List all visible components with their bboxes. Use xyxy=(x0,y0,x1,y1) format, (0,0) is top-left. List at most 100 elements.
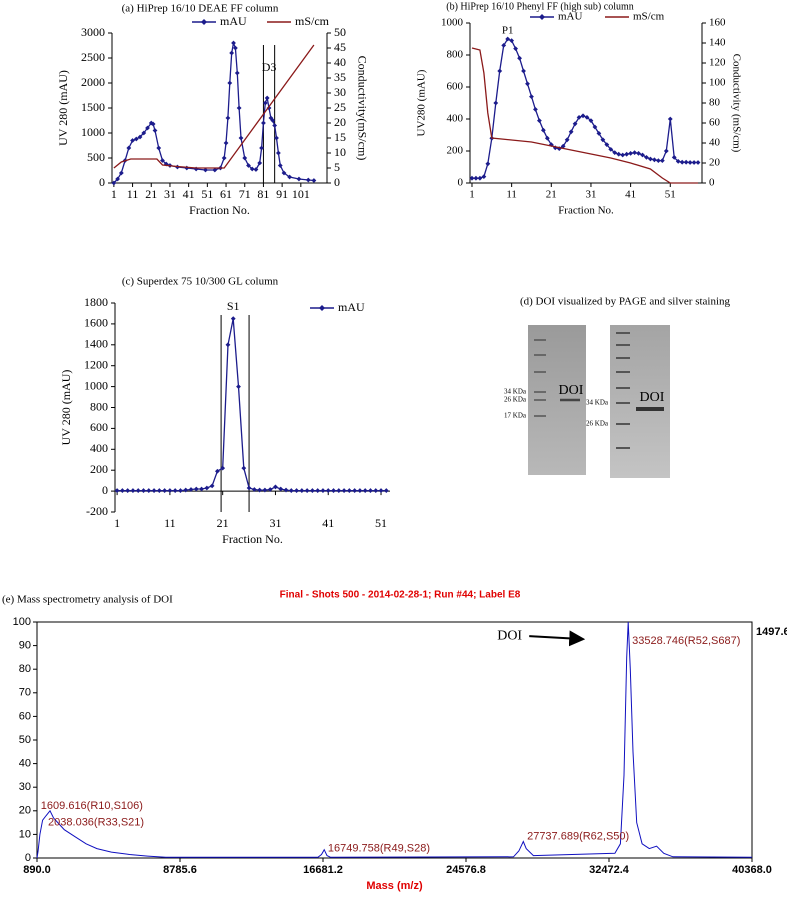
data-point xyxy=(262,487,268,493)
y-tick-label: -200 xyxy=(86,504,108,518)
data-point xyxy=(188,487,194,492)
x-tick-label: 32472.4 xyxy=(589,864,630,876)
y2-tick-label: 60 xyxy=(709,117,721,129)
max-intensity: 1497.6 xyxy=(756,626,787,638)
x-tick-label: 16681.2 xyxy=(303,864,343,876)
y-tick-label: 200 xyxy=(90,462,108,476)
chart-panel: (b) HiPrep 16/10 Phenyl FF (high sub) co… xyxy=(416,1,743,216)
data-point xyxy=(683,159,689,165)
x-tick-label: 1 xyxy=(469,189,475,201)
data-point xyxy=(659,158,665,163)
data-point xyxy=(501,43,507,48)
data-point xyxy=(253,167,259,172)
data-point xyxy=(238,135,244,141)
data-point xyxy=(368,488,373,493)
y-axis-label: UV 280 (mAU) xyxy=(59,370,73,446)
x-tick-label: 41 xyxy=(322,516,334,530)
data-point xyxy=(114,488,120,493)
data-point xyxy=(687,160,693,165)
data-point xyxy=(537,118,542,123)
data-point xyxy=(469,175,475,181)
x-tick-label: 1 xyxy=(111,187,117,201)
data-point xyxy=(305,177,311,183)
y-tick-label: 200 xyxy=(447,145,464,157)
data-point xyxy=(249,166,255,172)
data-point xyxy=(172,488,178,493)
data-point xyxy=(362,488,368,493)
left-ladder xyxy=(534,339,580,417)
data-point xyxy=(126,145,132,151)
right-ladder xyxy=(616,332,664,449)
x-axis-label: Fraction No. xyxy=(189,203,250,217)
y-tick-label: 1000 xyxy=(84,378,108,392)
y2-tick-label: 10 xyxy=(334,145,346,159)
data-point xyxy=(616,151,622,157)
data-point xyxy=(145,125,150,131)
data-point xyxy=(137,134,143,140)
data-point xyxy=(214,468,220,474)
x-tick-label: 21 xyxy=(217,516,229,530)
data-point xyxy=(167,488,173,493)
data-point xyxy=(481,174,487,179)
y2-tick-label: 80 xyxy=(709,97,721,109)
y-tick-label: 60 xyxy=(19,710,31,722)
data-point xyxy=(115,176,121,182)
y-tick-label: 80 xyxy=(19,663,31,675)
legend-label: mAU xyxy=(338,300,365,314)
y-tick-label: 3000 xyxy=(81,25,105,39)
x-tick-label: 31 xyxy=(585,189,596,201)
data-point xyxy=(667,116,673,122)
data-point xyxy=(299,488,305,493)
series-line xyxy=(113,44,315,169)
data-point xyxy=(473,175,479,181)
x-tick-label: 21 xyxy=(145,187,157,201)
chart-title: (a) HiPrep 16/10 DEAE FF column xyxy=(122,3,279,15)
y-tick-label: 10 xyxy=(19,828,31,840)
y-tick-label: 600 xyxy=(90,420,108,434)
y-tick-label: 50 xyxy=(19,734,31,746)
series-line xyxy=(471,47,698,184)
y2-tick-label: 35 xyxy=(334,70,346,84)
data-point xyxy=(241,465,247,471)
data-point xyxy=(203,167,208,173)
data-point xyxy=(199,486,204,492)
annotation: 2038.036(R33,S21) xyxy=(48,817,144,829)
data-point xyxy=(283,487,289,493)
data-point xyxy=(246,485,252,491)
data-point xyxy=(576,115,582,120)
y-tick-label: 0 xyxy=(25,852,31,864)
data-point xyxy=(592,124,598,130)
data-point xyxy=(644,155,649,160)
data-point xyxy=(675,159,681,164)
data-point xyxy=(223,140,229,146)
legend-marker xyxy=(201,19,207,25)
y-tick-label: 600 xyxy=(447,81,464,93)
gel-title: (d) DOI visualized by PAGE and silver st… xyxy=(520,296,731,308)
y2-tick-label: 45 xyxy=(334,40,346,54)
x-tick-label: 41 xyxy=(183,187,195,201)
data-point xyxy=(146,488,152,493)
x-axis-label: Mass (m/z) xyxy=(366,880,423,892)
data-point xyxy=(212,167,218,173)
annotation: P1 xyxy=(502,25,514,37)
series-line xyxy=(36,621,753,859)
series-line xyxy=(117,318,387,492)
data-point xyxy=(294,488,299,493)
annotation-arrow xyxy=(529,630,586,647)
data-point xyxy=(640,152,645,158)
y2-tick-label: 40 xyxy=(709,137,721,149)
data-point xyxy=(272,123,278,128)
data-point xyxy=(320,488,326,493)
gel-marker: 17 KDa xyxy=(504,412,527,420)
y2-axis-label: Conductivity(mS/cm) xyxy=(355,56,369,161)
chart-panel: (a) HiPrep 16/10 DEAE FF column050010001… xyxy=(56,3,370,217)
data-point xyxy=(505,36,511,42)
annotation: D3 xyxy=(262,60,277,74)
data-point xyxy=(236,384,241,389)
data-point xyxy=(130,488,136,493)
y-tick-label: 800 xyxy=(90,399,108,413)
right-gel xyxy=(610,325,670,478)
y-tick-label: 500 xyxy=(87,150,105,164)
data-point xyxy=(529,94,534,99)
